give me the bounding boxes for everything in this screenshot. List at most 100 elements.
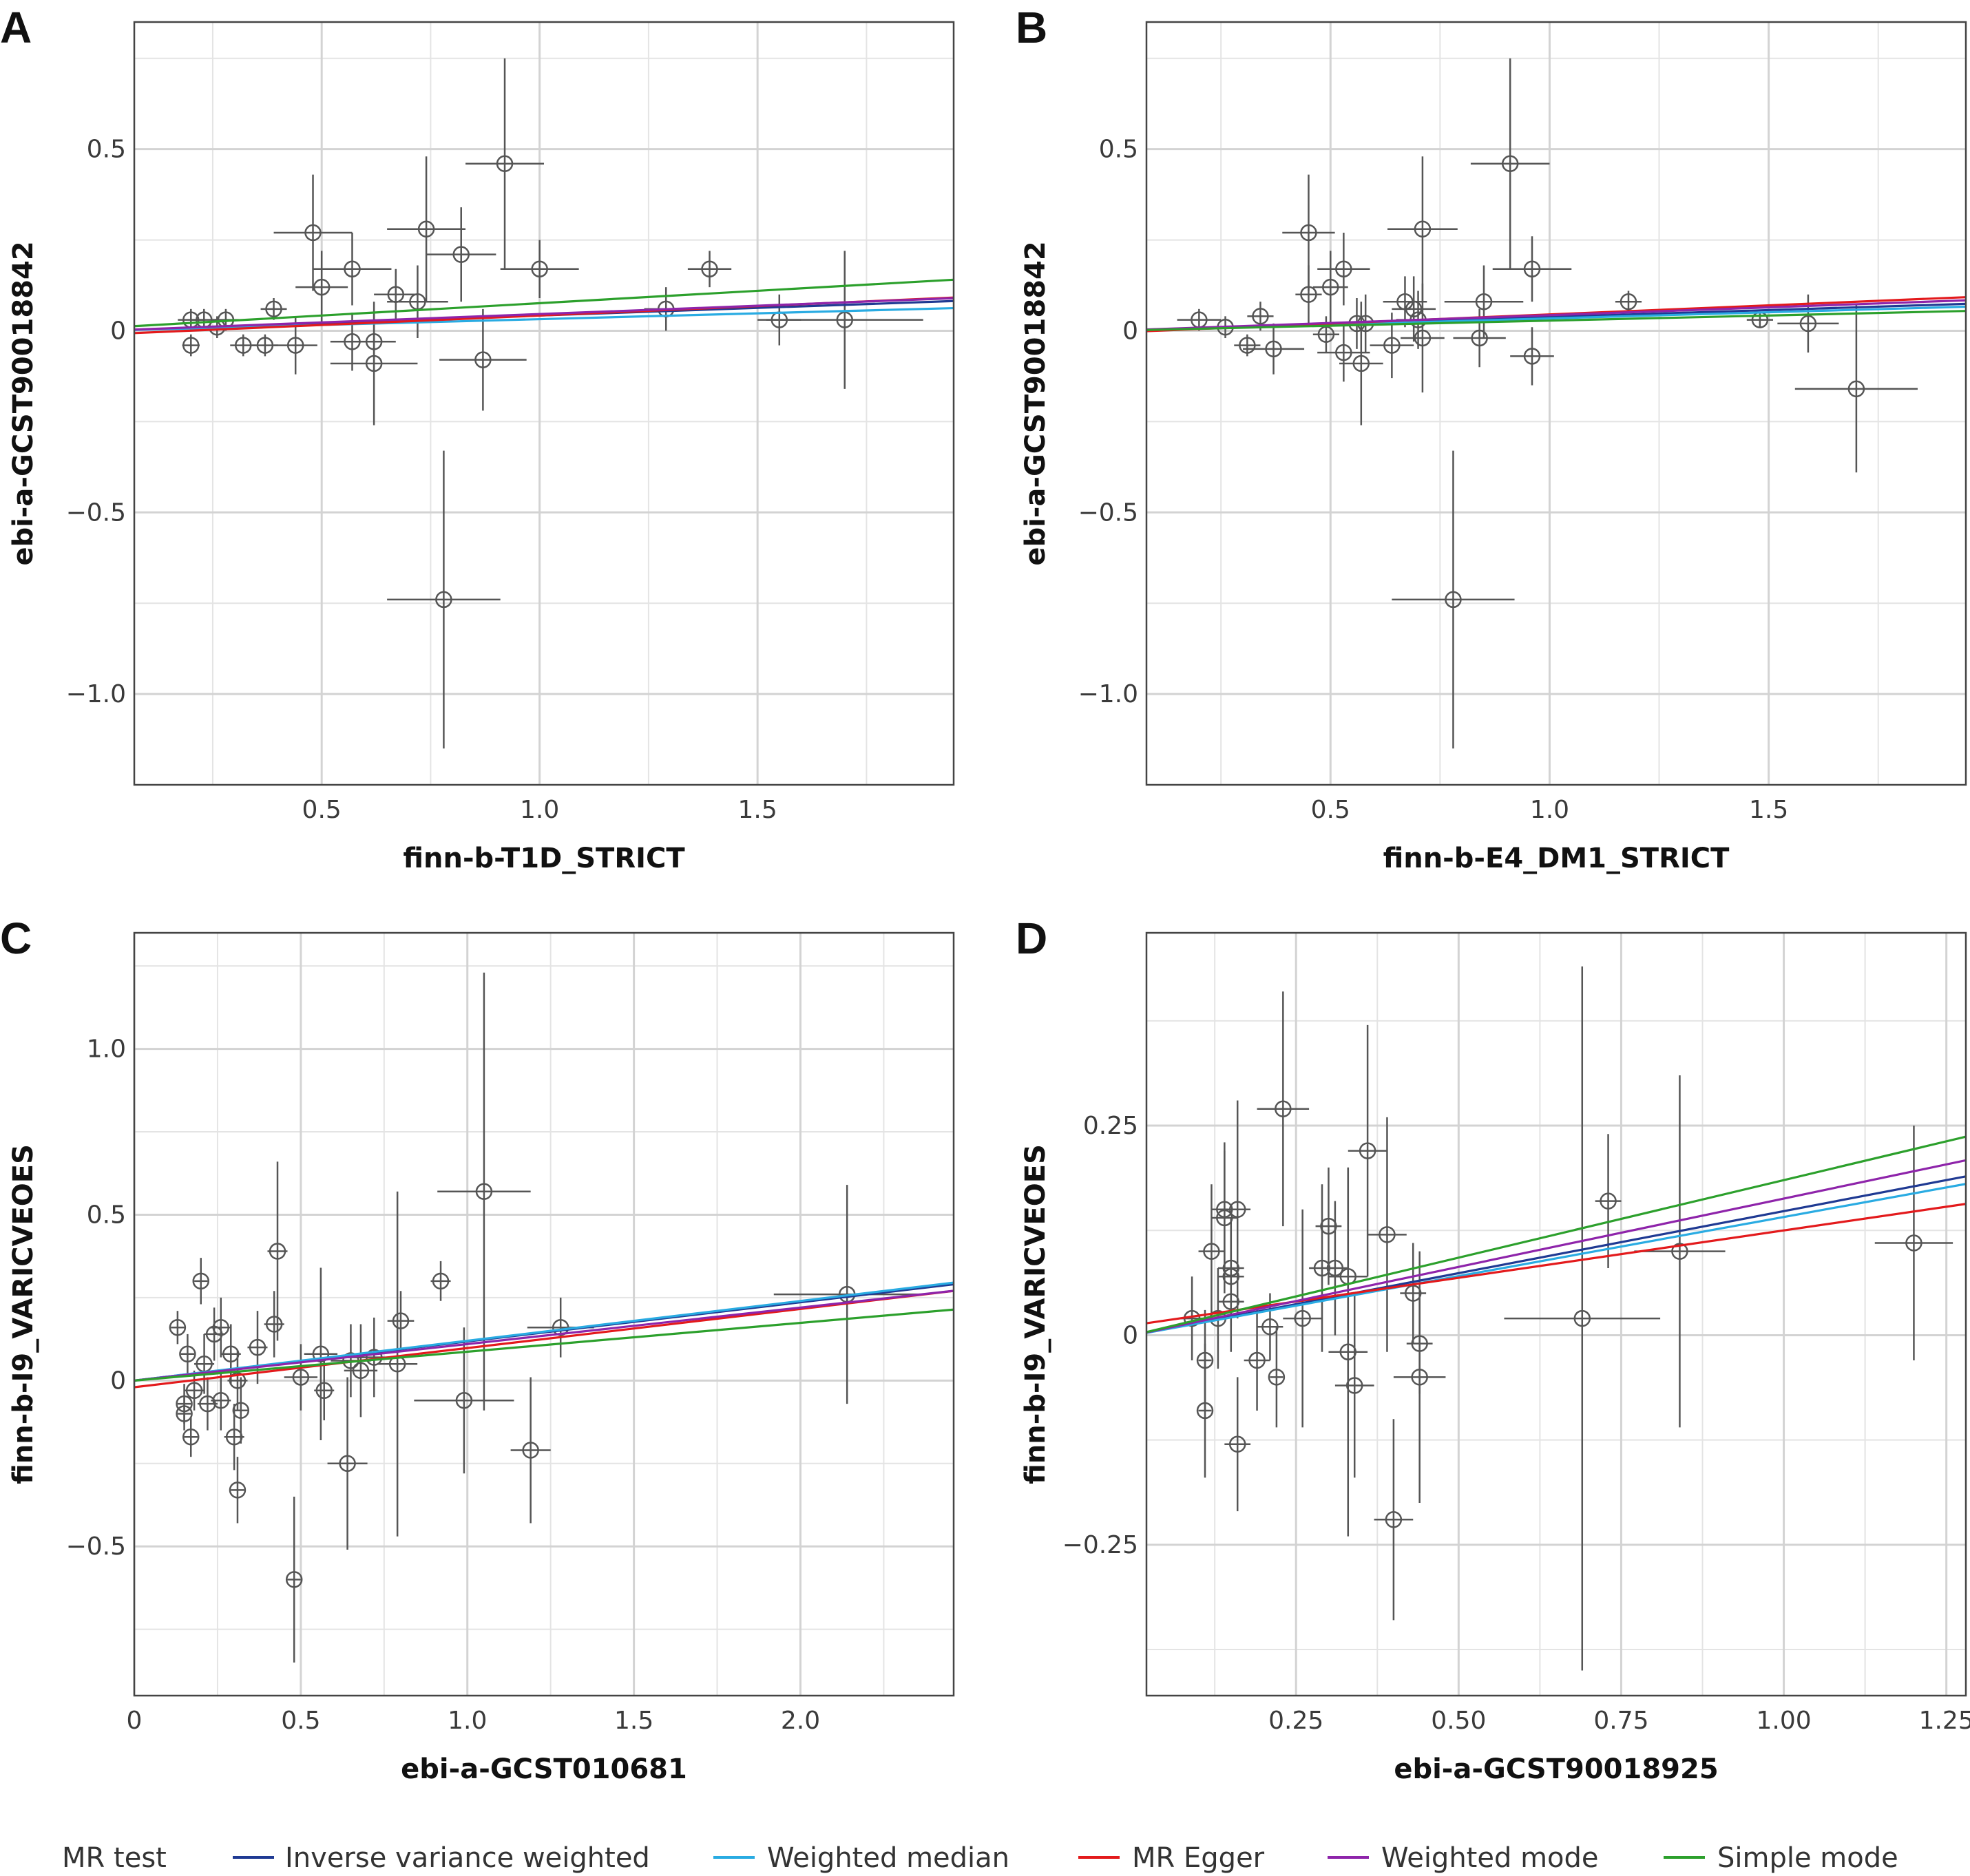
panel-a-point (230, 334, 257, 357)
panel-c-point-marker (249, 1338, 266, 1356)
panel-a-x-tick-label: 0.5 (302, 796, 342, 824)
panel-c-point (176, 1397, 193, 1431)
panel-a-frame (133, 21, 955, 786)
panel-b-point (1312, 251, 1348, 324)
panel-c-point-marker (192, 1272, 209, 1290)
panel-d-point (1322, 1201, 1348, 1336)
panel-c-line-weighted-median (134, 1281, 954, 1382)
panel-b-point (1470, 58, 1550, 269)
panel-a-point (426, 207, 496, 302)
panel-b-point-marker (1620, 293, 1637, 310)
panel-b-point-marker (1414, 329, 1432, 347)
legend-item-weighted-mode: Weighted mode (1328, 1842, 1599, 1874)
panel-b-point-marker (1471, 329, 1488, 347)
panel-d-point (1224, 1100, 1251, 1319)
panel-c-point (229, 1457, 247, 1524)
panel-c-point-marker (169, 1319, 187, 1336)
panel-b-y-tick-label: −0.5 (1078, 498, 1138, 527)
panel-d-point (1595, 1134, 1622, 1269)
panel-b-line-weighted-mode (1146, 299, 1966, 331)
panel-b: B 0.5 1.0 1.5 −1.0 −0.5 0 0.5 finn-b-E4_DM1_STRI… (1016, 3, 1967, 874)
panel-a-point-marker (531, 260, 548, 278)
panel-b-point (1444, 265, 1524, 339)
panel-c-point (387, 1291, 415, 1351)
panel-a-point-marker (435, 591, 452, 609)
panel-d-plot-area (1146, 966, 1966, 1671)
panel-a-point (387, 156, 466, 302)
panel-d-x-tick-label: 0.25 (1268, 1707, 1323, 1735)
panel-b-point-marker (1445, 591, 1462, 609)
panel-d-x-tick-label: 0.50 (1431, 1707, 1486, 1735)
panel-d-point (1634, 1075, 1726, 1428)
panel-d-point-marker (1275, 1100, 1292, 1117)
panel-b-point (1387, 156, 1458, 302)
panel-b-point-marker (1335, 344, 1352, 361)
panel-c-line-simple-mode (134, 1308, 954, 1382)
panel-b-x-axis-title: finn-b-E4_DM1_STRICT (1383, 843, 1730, 874)
panel-d-point-marker (1411, 1369, 1428, 1386)
panel-d-point (1198, 1184, 1225, 1319)
panel-c-point-marker (292, 1369, 310, 1386)
panel-a-point-marker (496, 155, 514, 173)
panel-a-x-axis-title: finn-b-T1D_STRICT (403, 843, 685, 874)
panel-d-x-tick-label: 1.00 (1756, 1707, 1811, 1735)
panel-d-point (1224, 1377, 1251, 1512)
panel-c-point-marker (182, 1428, 200, 1446)
panel-c-point-marker (475, 1183, 493, 1201)
panel-b-point (1317, 233, 1370, 306)
panel-b-point-marker (1383, 337, 1401, 354)
panel-c-point-marker (229, 1482, 247, 1499)
panel-d-point (1504, 966, 1661, 1671)
panel-a-y-tick-label: −1.0 (66, 680, 126, 708)
panel-d-point (1283, 1209, 1322, 1428)
panel-b-point-marker (1523, 348, 1541, 365)
panel-d-point-marker (1248, 1351, 1266, 1369)
panel-b-point-marker (1265, 340, 1282, 358)
panel-a-point-marker (344, 260, 361, 278)
panel-c-point-marker (552, 1319, 569, 1336)
panel-d-point-marker (1573, 1309, 1591, 1327)
panel-b-point-marker (1352, 355, 1370, 372)
panel-a-point-marker (304, 224, 322, 242)
panel-d-point (1393, 1251, 1446, 1503)
legend-label-simple-mode: Simple mode (1717, 1842, 1898, 1874)
panel-a-point-marker (452, 246, 470, 263)
panel-b-line-simple-mode (1146, 310, 1966, 331)
panel-d-point-marker (1196, 1351, 1214, 1369)
panel-b-point (1615, 291, 1642, 313)
legend: MR test Inverse variance weighted Weight… (62, 1842, 1898, 1874)
panel-c-x-tick-label: 0.5 (281, 1707, 320, 1735)
panel-b-point-marker (1847, 380, 1865, 398)
legend-item-simple-mode: Simple mode (1664, 1842, 1898, 1874)
panel-d-point-marker (1600, 1192, 1617, 1210)
legend-label-ivw: Inverse variance weighted (285, 1842, 650, 1874)
panel-c-point (285, 1496, 303, 1663)
panel-c-point (264, 1291, 284, 1358)
panel-d-line-weighted-median (1146, 1183, 1966, 1334)
panel-c-y-tick-label: −0.5 (66, 1532, 126, 1561)
panel-c-point (179, 1334, 196, 1374)
panel-d-point-marker (1261, 1318, 1279, 1336)
panel-a-x-tick-label: 1.5 (738, 796, 777, 824)
panel-a-point-marker (417, 220, 435, 238)
panel-a-point-marker (313, 278, 331, 296)
panel-c-x-axis-title: ebi-a-GCST010681 (401, 1753, 687, 1785)
panel-a-y-axis-title: ebi-a-GCST90018842 (8, 241, 39, 565)
panel-c-y-tick-label: 0.5 (87, 1201, 126, 1229)
panel-d-point (1374, 1419, 1414, 1621)
panel-b-point-marker (1501, 155, 1519, 173)
panel-c-point (267, 1161, 288, 1341)
panel-c-point-marker (432, 1272, 450, 1290)
panel-a-point-marker (234, 337, 252, 354)
panel-b-point-marker (1239, 337, 1256, 354)
panel-c-point (284, 1344, 318, 1411)
panel-c-point (510, 1377, 551, 1524)
panel-a-letter: A (0, 3, 32, 52)
legend-label-mr-egger: MR Egger (1132, 1842, 1265, 1874)
panel-a-point (687, 251, 732, 288)
panel-c-point (430, 1261, 451, 1301)
panel-b-point-marker (1252, 308, 1269, 325)
panel-d-x-tick-label: 0.75 (1593, 1707, 1648, 1735)
panel-b-point-marker (1475, 293, 1493, 310)
